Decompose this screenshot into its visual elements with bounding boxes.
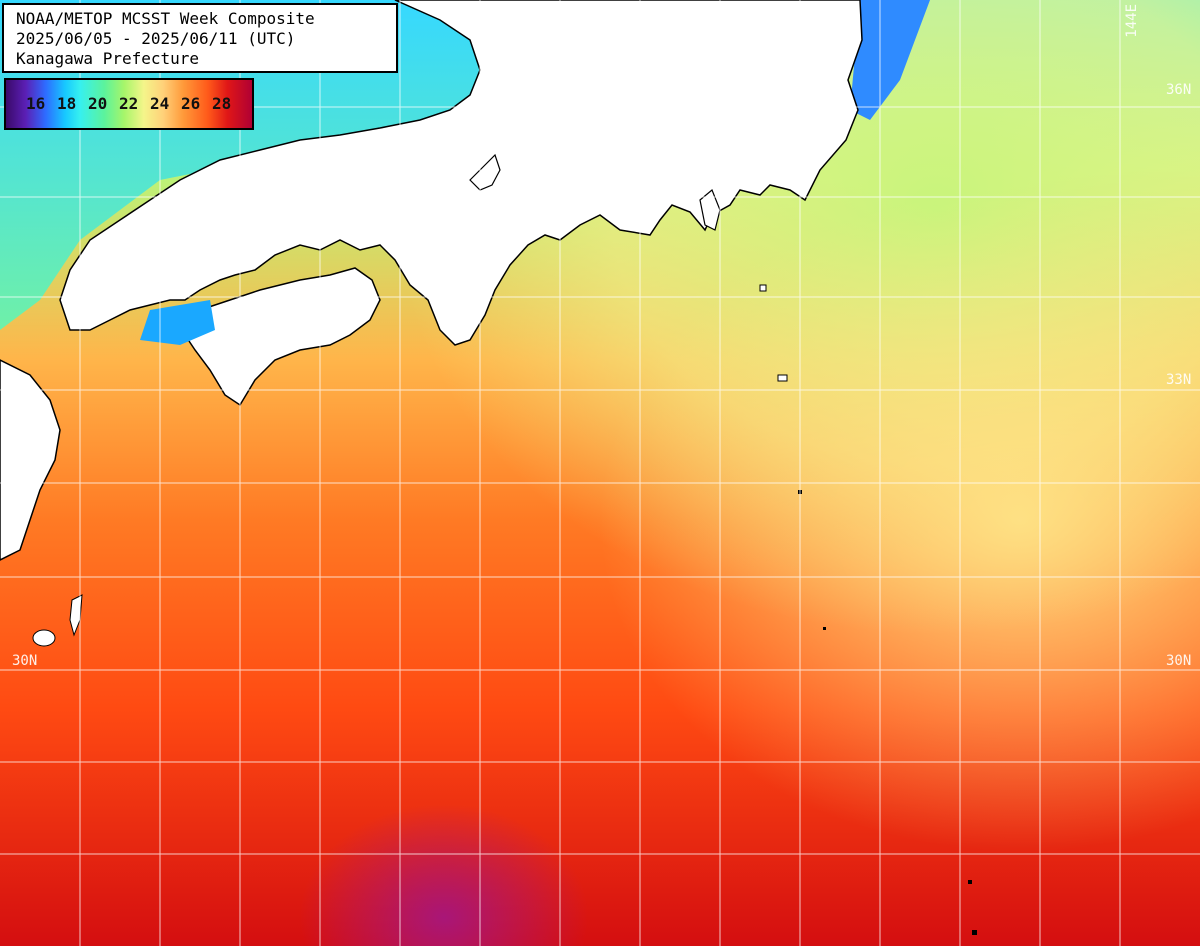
longitude-label-144e: 144E	[1124, 4, 1140, 38]
map-title: NOAA/METOP MCSST Week Composite	[16, 9, 315, 28]
legend-label: 24	[150, 94, 170, 113]
map-title-box: NOAA/METOP MCSST Week Composite 2025/06/…	[2, 3, 398, 73]
island-speck	[823, 627, 826, 630]
kashima-cold-water	[850, 0, 930, 120]
region-name: Kanagawa Prefecture	[16, 49, 200, 68]
legend-labels: 16 18 20 22 24 26 28	[26, 94, 243, 113]
island-speck	[968, 880, 972, 884]
honshu-land	[59, 0, 863, 346]
island-speck	[759, 284, 767, 292]
izu-peninsula	[699, 189, 721, 231]
yakushima-island	[32, 629, 56, 647]
island-speck	[777, 374, 788, 382]
legend-label: 16	[26, 94, 46, 113]
legend-label: 22	[119, 94, 139, 113]
temperature-color-legend: 16 18 20 22 24 26 28	[4, 78, 254, 130]
date-range: 2025/06/05 - 2025/06/11 (UTC)	[16, 29, 296, 48]
latitude-label-30n-left: 30N	[12, 653, 38, 669]
latitude-label-36n: 36N	[1166, 82, 1192, 98]
legend-label: 20	[88, 94, 108, 113]
shikoku-land	[184, 267, 381, 407]
kyushu-land	[0, 359, 61, 561]
island-speck	[972, 930, 977, 935]
longitude-label-136e: 136E	[482, 4, 498, 38]
legend-label: 18	[57, 94, 77, 113]
legend-label: 26	[181, 94, 201, 113]
legend-label: 28	[212, 94, 232, 113]
latitude-label-30n-right: 30N	[1166, 653, 1192, 669]
latitude-label-33n: 33N	[1166, 372, 1192, 388]
seto-inland-sea-cold	[140, 300, 215, 345]
